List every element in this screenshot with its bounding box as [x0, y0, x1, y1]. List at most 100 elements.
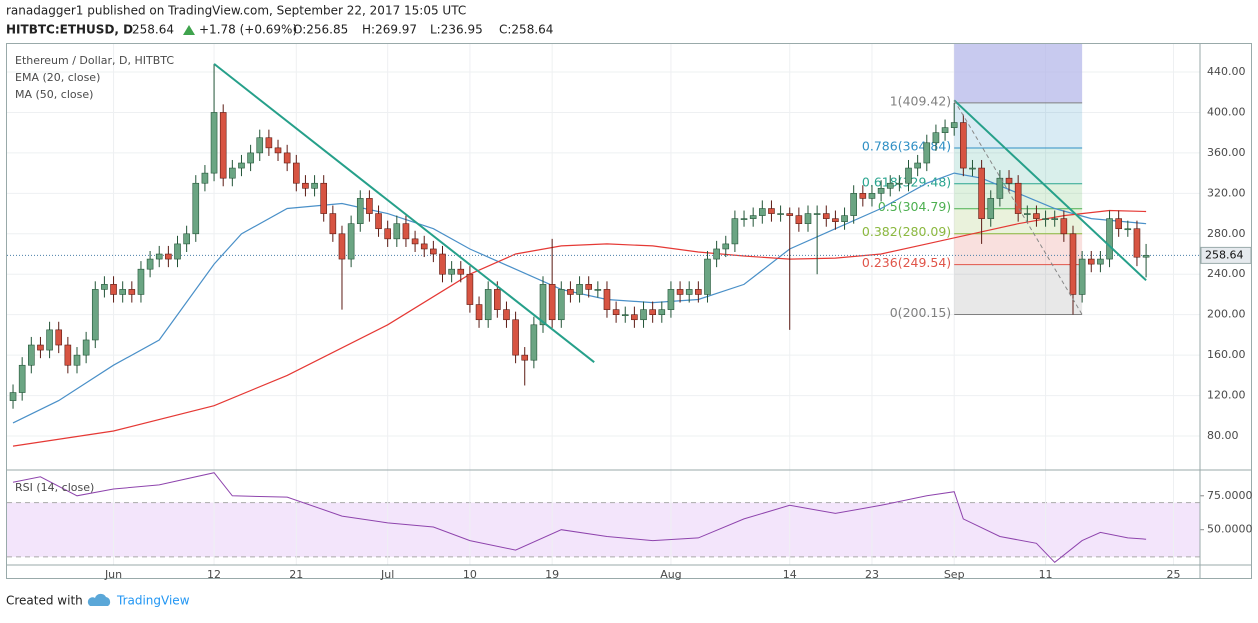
candle-body	[219, 112, 227, 179]
fib-label: 0.382(280.09)	[862, 224, 951, 239]
candle-body	[713, 248, 720, 260]
candle-body	[119, 289, 126, 295]
candle-body	[448, 268, 455, 275]
candle-body	[430, 248, 437, 255]
header-low: L:236.95	[430, 23, 483, 37]
fib-label: 0.5(304.79)	[878, 199, 951, 214]
candle-body	[347, 223, 355, 260]
candle-body	[411, 238, 419, 245]
candle-body	[201, 172, 209, 184]
candle-body	[110, 284, 117, 295]
y-tick-label: 160.00	[1207, 348, 1246, 361]
candle-body	[631, 314, 638, 321]
candle-body	[886, 182, 894, 189]
candle-body	[174, 243, 181, 260]
rsi-legend: RSI (14, close)	[15, 481, 94, 494]
candle-body	[128, 289, 136, 295]
footer-created: Created with	[6, 594, 83, 608]
fib-band	[954, 264, 1083, 315]
candle-body	[320, 182, 328, 214]
candle-body	[932, 132, 940, 144]
x-tick-label: 25	[1167, 568, 1181, 581]
y-tick-label: 120.00	[1207, 389, 1246, 402]
candle-body	[1005, 177, 1013, 184]
candle-body	[28, 344, 35, 366]
up-arrow	[183, 25, 195, 35]
rsi-tick-label: 50.0000	[1207, 523, 1253, 536]
x-tick-label: 12	[207, 568, 221, 581]
candle-body	[786, 213, 794, 216]
x-tick-label: 19	[545, 568, 559, 581]
header-high: H:269.97	[362, 23, 417, 37]
y-tick-label: 320.00	[1207, 186, 1246, 199]
candle-body	[1133, 228, 1141, 258]
candle-body	[704, 258, 711, 295]
candle-body	[978, 167, 985, 219]
header-change: +1.78 (+0.69%)	[199, 23, 297, 37]
y-tick-label: 440.00	[1207, 65, 1246, 78]
candle-body	[759, 208, 766, 216]
legend-ma: MA (50, close)	[15, 88, 93, 101]
candle-body	[1142, 255, 1150, 258]
candle-body	[740, 218, 748, 220]
candle-body	[155, 253, 163, 260]
candle-body	[1033, 213, 1040, 219]
x-tick-label: 11	[1039, 568, 1053, 581]
candle-body	[822, 213, 830, 219]
footer-brand[interactable]: TradingView	[116, 594, 190, 608]
header-open: O:256.85	[293, 23, 348, 37]
candle-body	[676, 289, 684, 295]
candle-body	[804, 213, 812, 224]
y-tick-label: 240.00	[1207, 267, 1246, 280]
x-tick-label: Jul	[380, 568, 394, 581]
candle-body	[1097, 258, 1104, 265]
fib-label: 1(409.42)	[890, 93, 951, 108]
fib-label: 0.236(249.54)	[862, 255, 951, 270]
y-tick-label: 280.00	[1207, 227, 1246, 240]
candle-body	[46, 329, 53, 351]
candle-body	[439, 253, 446, 275]
candle-body	[247, 152, 254, 164]
candle-body	[1078, 258, 1086, 295]
rsi-band	[7, 502, 1200, 557]
candle-body	[329, 213, 337, 235]
candle-body	[612, 309, 620, 315]
candle-body	[859, 193, 867, 199]
candle-body	[1014, 182, 1022, 214]
candle-body	[1087, 258, 1095, 265]
candle-body	[640, 309, 647, 321]
x-tick-label: 10	[463, 568, 477, 581]
chart-title: Ethereum / Dollar, D, HITBTC	[15, 54, 174, 67]
candle-body	[667, 289, 675, 310]
candle-body	[393, 223, 401, 240]
candle-body	[183, 233, 190, 245]
candle-body	[503, 309, 510, 321]
candle-body	[420, 243, 428, 250]
x-tick-label: Sep	[944, 568, 965, 581]
candle-body	[256, 137, 264, 154]
candle-body	[18, 364, 26, 393]
candle-body	[649, 309, 656, 315]
candle-body	[475, 304, 483, 321]
candle-body	[576, 284, 583, 295]
candle-body	[283, 152, 291, 164]
candle-body	[1060, 218, 1068, 235]
x-tick-label: Jun	[104, 568, 122, 581]
tv-logo	[87, 593, 111, 606]
published-note: ranadagger1 published on TradingView.com…	[6, 4, 466, 18]
candle-body	[896, 182, 903, 185]
candle-body	[841, 215, 848, 222]
candle-body	[311, 182, 318, 189]
candle-body	[64, 344, 72, 366]
candle-body	[603, 289, 611, 310]
candle-body	[265, 137, 273, 149]
candle-body	[55, 329, 63, 346]
candle-body	[238, 162, 245, 169]
candle-body	[1115, 218, 1122, 230]
candle-body	[466, 273, 474, 305]
candle-body	[494, 289, 501, 310]
candle-body	[375, 213, 382, 230]
x-tick-label: 14	[783, 568, 797, 581]
